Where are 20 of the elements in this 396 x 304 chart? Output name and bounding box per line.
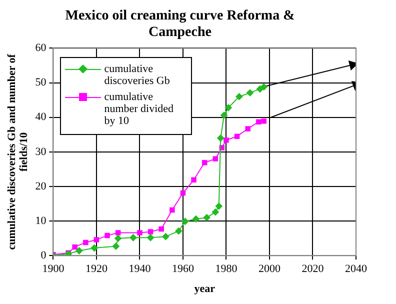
- chart-title: Mexico oil creaming curve Reforma & Campeche: [65, 8, 295, 40]
- y-axis-title: cumulative discoveries Gb and number of fields/10: [6, 54, 30, 250]
- x-tick-label: 1940: [128, 263, 152, 276]
- y-tick-label: 0: [40, 249, 47, 262]
- x-tick-label: 1920: [85, 263, 108, 276]
- x-tick-label: 2040: [345, 263, 368, 276]
- y-tick-label: 10: [35, 214, 47, 227]
- x-tick-label: 2020: [302, 263, 324, 276]
- y-tick-label: 50: [35, 76, 47, 89]
- legend-label: cumulative number divided by 10: [104, 91, 175, 128]
- y-tick-label: 20: [35, 180, 47, 192]
- x-axis-title: year: [194, 283, 216, 296]
- x-tick-label: 1900: [42, 263, 65, 276]
- x-tick-label: 2000: [258, 263, 281, 276]
- x-tick-label: 1960: [172, 263, 194, 276]
- y-tick-label: 30: [35, 146, 47, 158]
- y-tick-label: 40: [35, 111, 47, 124]
- x-tick-label: 1980: [215, 263, 238, 276]
- legend-label: cumulative discoveries Gb: [104, 63, 171, 88]
- y-tick-label: 60: [35, 42, 47, 54]
